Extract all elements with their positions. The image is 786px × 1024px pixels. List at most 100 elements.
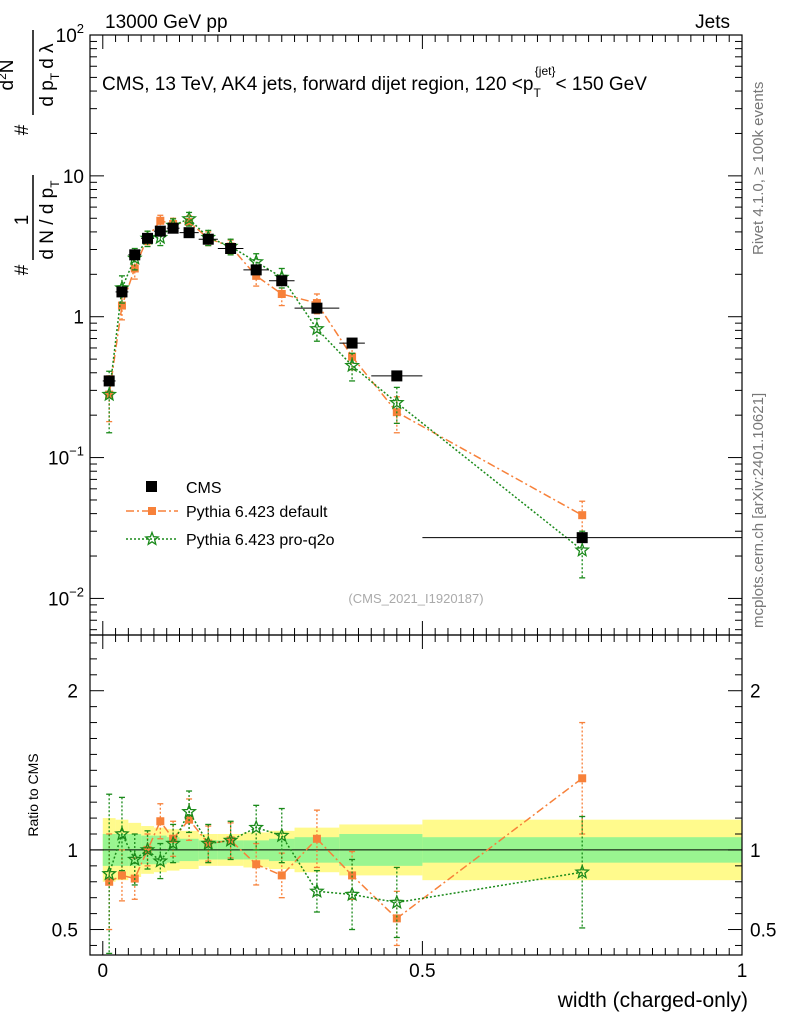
main-ytick-base-3: 10 [63,167,84,188]
ylabel-one: 1 [12,215,33,226]
legend-default-marker [148,507,156,515]
cms-point-5 [167,222,179,234]
x-tick-label-0: 0 [97,961,108,982]
main-ylabel: # 1 d N / d pT # d2N d pTd λ [0,30,62,275]
ratio-default-point-3 [143,845,152,854]
ratio-frame [89,634,743,956]
main-ytick-label-1: 10−1 [48,444,84,470]
main-default-point-1 [117,301,126,310]
main-default-point-9 [252,271,261,280]
header-right: Jets [695,12,730,33]
ylabel-hash1: # [12,264,33,275]
legend-proq2o-label: Pythia 6.423 pro-q2o [186,532,335,549]
rivet-version: Rivet 4.1.0, ≥ 100k events [750,82,767,255]
ratio-proq2o-point-0 [101,865,118,881]
cms-point-0 [103,375,115,387]
svg-text:#: # [12,124,33,135]
ratio-default-point-10 [277,871,286,880]
ratio-default-point-14 [578,774,587,783]
ratio-proq2o-point-9 [248,819,265,835]
ratio-proq2o-point-11 [308,882,325,899]
legend-cms-marker [146,481,157,492]
ylabel-denom-sub: T [48,180,62,188]
main-ytick-exp-4: 2 [77,21,84,36]
header-left: 13000 GeV pp [105,12,228,33]
cms-point-10 [276,275,288,287]
ratio-default-point-1 [117,871,126,880]
svg-text:d2N: d2N [0,60,18,91]
ylabel-den2-rest: d λ [37,43,58,69]
mcplots-credit: mcplots.cern.ch [arXiv:2401.10621] [750,393,767,628]
x-axis-label: width (charged-only) [557,989,748,1012]
main-default-point-4 [156,216,165,225]
ylabel-num2-sup: 2 [0,73,9,80]
ylabel-num2: d [0,80,18,91]
main-ytick-label-2: 1 [73,308,84,329]
main-ytick-label-0: 10−2 [48,584,84,610]
ratio-default-point-0 [105,877,114,886]
ratio-default-point-12 [348,871,357,880]
main-default-line [108,219,583,516]
ratio-ytick-label-left-0: 0.5 [52,921,78,942]
x-tick-label-2: 1 [737,961,748,982]
main-ytick-base-1: 10 [48,449,69,470]
analysis-watermark: (CMS_2021_I1920187) [348,591,483,606]
ratio-proq2o-point-14 [574,863,591,879]
main-ytick-exp-1: −1 [69,444,84,459]
cms-point-6 [183,227,195,239]
ratio-proq2o-point-4 [152,852,169,868]
svg-text:d N / d pT: d N / d pT [37,180,62,260]
ratio-proq2o-point-7 [200,835,217,851]
main-proq2o-point-12 [344,357,361,373]
main-proq2o-line [108,218,583,551]
main-proq2o-point-14 [574,541,591,557]
cms-point-1 [116,286,128,298]
ylabel-denom: d N / d p [37,188,58,260]
ratio-default-point-9 [252,860,261,869]
ratio-default-point-4 [156,817,165,826]
ratio-ytick-label-right-0: 0.5 [750,921,776,942]
main-proq2o-point-6 [181,210,198,226]
cms-point-8 [225,242,237,254]
title-sub: T [533,86,541,100]
ylabel-den2-sub: T [48,72,62,80]
cms-point-14 [576,532,588,544]
main-proq2o-point-13 [388,394,405,410]
ylabel-den2: d p [37,80,58,106]
cms-point-4 [154,225,166,237]
main-default-point-2 [130,264,139,273]
ratio-proq2o-point-8 [222,832,239,848]
ratio-panel: 0 0.5 10.5 0.51 12 2 [52,634,776,982]
ratio-default-point-13 [392,914,401,923]
title-main: CMS, 13 TeV, AK4 jets, forward dijet reg… [102,74,533,95]
main-proq2o-point-11 [308,320,325,336]
main-default-point-10 [277,289,286,298]
ratio-ytick-label-left-2: 2 [67,682,78,703]
ratio-proq2o-point-5 [165,835,182,851]
svg-text:#: # [12,264,33,275]
svg-text:d pTd λ: d pTd λ [37,43,62,107]
ratio-ytick-label-right-2: 2 [750,682,761,703]
ylabel-hash2: # [12,124,33,135]
x-tick-label-1: 0.5 [409,961,435,982]
ylabel-num2-rest: N [0,60,18,74]
main-default-point-14 [578,511,587,520]
cms-point-11 [311,302,323,314]
ratio-proq2o-point-12 [344,886,361,902]
ratio-proq2o-point-13 [388,894,405,910]
legend-proq2o-marker [144,530,160,546]
main-default-point-12 [348,352,357,361]
cms-point-9 [250,264,262,276]
legend-star-shape [144,530,160,546]
cms-point-7 [202,233,214,245]
cms-point-3 [142,232,154,244]
main-ytick-base-2: 1 [73,308,84,329]
svg-text:1: 1 [12,215,33,226]
title-sup: {jet} [535,64,556,78]
plot-title: CMS, 13 TeV, AK4 jets, forward dijet reg… [102,64,647,100]
main-ytick-base-0: 10 [48,589,69,610]
ratio-proq2o-point-3 [139,841,156,857]
cms-point-13 [391,370,403,382]
